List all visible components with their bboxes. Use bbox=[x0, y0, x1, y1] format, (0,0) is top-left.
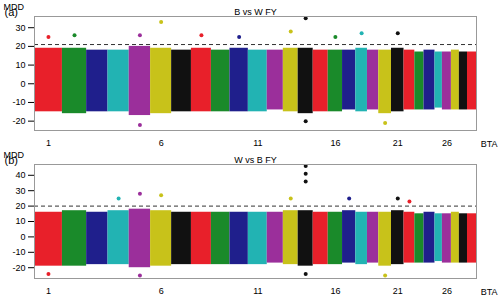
svg-text:26: 26 bbox=[442, 138, 452, 148]
svg-text:B vs W FY: B vs W FY bbox=[234, 7, 277, 17]
svg-text:(b): (b) bbox=[5, 154, 18, 166]
svg-text:1: 1 bbox=[46, 138, 51, 148]
svg-text:BTA: BTA bbox=[481, 287, 498, 296]
svg-text:0: 0 bbox=[20, 79, 25, 89]
svg-text:6: 6 bbox=[159, 286, 164, 296]
svg-text:W vs B FY: W vs B FY bbox=[234, 155, 277, 165]
svg-text:10: 10 bbox=[15, 60, 25, 70]
svg-text:10: 10 bbox=[15, 216, 25, 226]
svg-text:11: 11 bbox=[253, 286, 262, 296]
svg-text:BTA: BTA bbox=[481, 139, 498, 149]
svg-text:20: 20 bbox=[15, 41, 25, 51]
svg-text:-10: -10 bbox=[12, 247, 25, 257]
svg-text:20: 20 bbox=[15, 201, 25, 211]
svg-text:30: 30 bbox=[15, 23, 25, 33]
svg-text:-20: -20 bbox=[12, 116, 25, 126]
svg-text:6: 6 bbox=[159, 138, 164, 148]
svg-text:(a): (a) bbox=[5, 6, 18, 18]
svg-text:26: 26 bbox=[442, 286, 452, 296]
svg-text:1: 1 bbox=[46, 286, 51, 296]
svg-text:30: 30 bbox=[15, 186, 25, 196]
svg-text:11: 11 bbox=[253, 138, 262, 148]
svg-text:0: 0 bbox=[20, 232, 25, 242]
svg-text:40: 40 bbox=[15, 170, 25, 180]
svg-text:21: 21 bbox=[393, 138, 403, 148]
svg-text:-10: -10 bbox=[12, 97, 25, 107]
svg-text:21: 21 bbox=[393, 286, 403, 296]
svg-text:16: 16 bbox=[330, 138, 340, 148]
svg-text:16: 16 bbox=[330, 286, 340, 296]
svg-text:-20: -20 bbox=[12, 263, 25, 273]
